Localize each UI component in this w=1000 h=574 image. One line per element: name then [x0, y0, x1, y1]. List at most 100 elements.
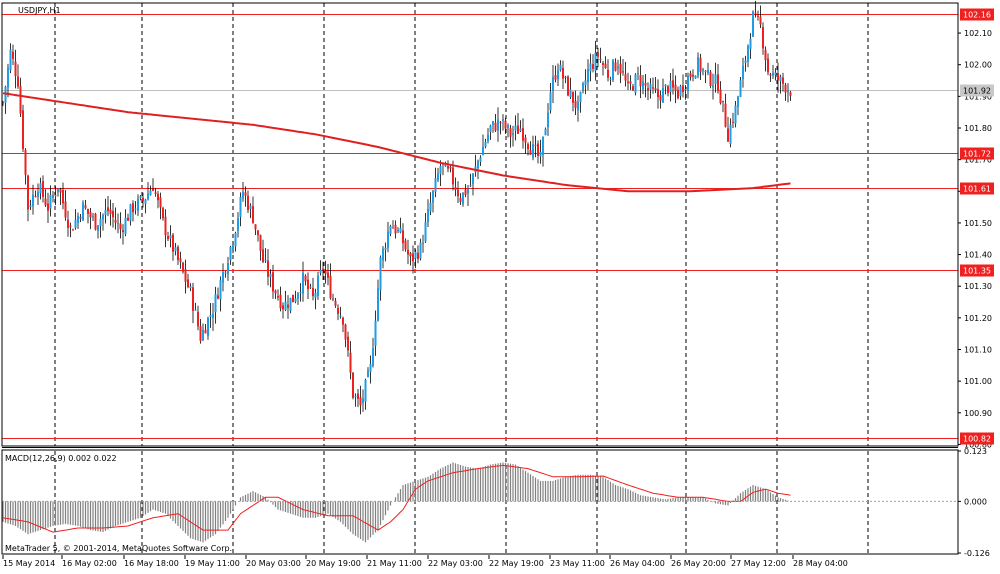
price-tick-label: 102.00: [964, 61, 992, 70]
horizontal-levels[interactable]: [2, 14, 958, 439]
bull-candle: [387, 231, 389, 248]
bull-candle: [587, 68, 589, 82]
bear-candle: [187, 279, 189, 287]
level-label-text: 101.61: [963, 185, 991, 194]
bull-candle: [617, 66, 619, 69]
bull-candle: [714, 74, 717, 84]
bull-candle: [237, 217, 239, 231]
bull-candle: [642, 81, 644, 90]
macd-tick-label: 0.123: [964, 447, 987, 456]
bear-candle: [142, 197, 144, 202]
bear-candle: [784, 84, 787, 93]
bear-candle: [709, 71, 712, 86]
bull-candle: [787, 90, 789, 93]
bear-candle: [199, 326, 202, 341]
macd-indicator-label: MACD(12,26,9) 0.002 0.022: [5, 454, 117, 463]
time-label: 26 May 04:00: [610, 559, 665, 568]
bear-candle: [632, 86, 634, 91]
bear-candle: [112, 210, 114, 218]
bear-candle: [312, 287, 314, 297]
bear-candle: [247, 195, 249, 211]
bull-candle: [39, 183, 42, 194]
bear-candle: [157, 193, 159, 201]
bear-candle: [604, 63, 607, 68]
bull-candle: [77, 216, 79, 223]
bear-candle: [69, 225, 72, 227]
bull-candle: [477, 160, 479, 169]
bull-candle: [37, 192, 39, 197]
bull-candle: [189, 286, 192, 288]
bear-candle: [282, 305, 284, 310]
bear-candle: [457, 189, 459, 197]
bull-candle: [427, 209, 429, 222]
bear-candle: [627, 81, 629, 83]
price-tick-label: 101.90: [964, 92, 992, 101]
bear-candle: [602, 63, 604, 65]
bear-candle: [534, 144, 537, 146]
macd-panel-frame: [1, 449, 959, 555]
bear-candle: [572, 91, 574, 103]
bear-candle: [44, 198, 47, 206]
macd-tick-label: -0.126: [964, 549, 990, 558]
bear-candle: [279, 294, 282, 309]
bull-candle: [234, 233, 237, 247]
bull-candle: [634, 74, 637, 93]
moving-average-line: [2, 92, 791, 193]
bear-candle: [767, 58, 769, 73]
bull-candle: [734, 105, 737, 124]
bear-candle: [529, 150, 532, 155]
bull-candle: [97, 225, 99, 231]
time-label: 20 May 19:00: [306, 559, 361, 568]
bull-candle: [49, 194, 52, 209]
bear-candle: [682, 85, 684, 93]
bull-candle: [594, 52, 597, 71]
bear-candle: [89, 212, 92, 218]
bear-candle: [307, 279, 309, 290]
price-tick-label: 101.20: [964, 314, 992, 323]
bull-candle: [637, 73, 639, 75]
bull-candle: [512, 133, 514, 135]
bear-candle: [254, 224, 257, 230]
bear-candle: [447, 166, 449, 169]
bull-candle: [377, 288, 379, 321]
bull-candle: [54, 194, 57, 196]
time-label: 26 May 20:00: [671, 559, 726, 568]
macd-axis: 0.123 0.000 -0.126: [958, 447, 990, 558]
bear-candle: [764, 49, 767, 61]
bull-candle: [224, 272, 227, 274]
bear-candle: [464, 189, 467, 195]
bull-candle: [687, 75, 689, 92]
bull-candle: [747, 45, 749, 62]
bear-candle: [267, 260, 269, 277]
level-label-box: [960, 264, 994, 277]
price-tick-label: 100.90: [964, 409, 992, 418]
bear-candle: [619, 63, 622, 74]
price-axis: 102.10102.00101.90101.80101.70101.60101.…: [958, 29, 992, 449]
current-price-text: 101.92: [963, 87, 991, 96]
bull-candle: [134, 208, 137, 210]
bull-candle: [212, 313, 214, 319]
bear-candle: [19, 86, 22, 114]
bull-candle: [364, 379, 367, 402]
bear-candle: [564, 76, 567, 78]
bear-candle: [107, 207, 109, 211]
bear-candle: [184, 269, 187, 282]
bear-candle: [757, 15, 759, 17]
bear-candle: [409, 253, 412, 257]
bear-candle: [522, 128, 524, 141]
time-label: 15 May 2014: [3, 559, 55, 568]
bull-candle: [102, 214, 104, 220]
bear-candle: [204, 329, 207, 334]
bull-candle: [519, 128, 522, 132]
bear-candle: [292, 294, 294, 303]
bear-candle: [769, 74, 772, 76]
bull-candle: [742, 65, 744, 80]
bear-candle: [164, 216, 167, 236]
bull-candle: [414, 251, 417, 259]
bear-candle: [324, 270, 327, 275]
bull-candle: [752, 11, 754, 37]
bear-candle: [652, 87, 654, 89]
bear-candle: [64, 201, 67, 218]
bull-candle: [502, 118, 504, 121]
